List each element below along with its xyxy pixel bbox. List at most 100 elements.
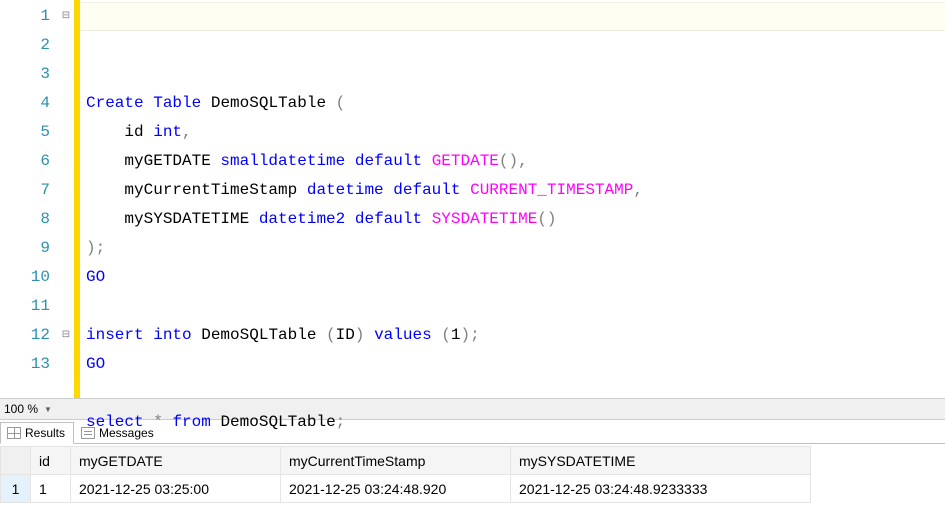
token-txt [144, 326, 154, 344]
token-kw: Create [86, 94, 144, 112]
token-gray: ( [336, 94, 346, 112]
token-kw: from [172, 413, 210, 431]
line-number: 3 [0, 60, 50, 89]
zoom-value[interactable]: 100 % [4, 402, 38, 416]
token-gray: ); [461, 326, 480, 344]
line-number: 2 [0, 31, 50, 60]
token-kw: GO [86, 355, 105, 373]
line-number: 6 [0, 147, 50, 176]
code-line[interactable]: insert into DemoSQLTable (ID) values (1)… [86, 321, 945, 350]
token-txt [345, 210, 355, 228]
token-txt: DemoSQLTable [192, 326, 326, 344]
zoom-dropdown-icon[interactable]: ▼ [44, 405, 52, 414]
code-line[interactable]: myCurrentTimeStamp datetime default CURR… [86, 176, 945, 205]
code-line[interactable]: GO [86, 350, 945, 379]
token-gray: ( [326, 326, 336, 344]
fold-gutter[interactable]: ⊟⊟ [58, 0, 74, 398]
line-number: 5 [0, 118, 50, 147]
token-gray: , [182, 123, 192, 141]
line-number: 11 [0, 292, 50, 321]
token-fn: GETDATE [432, 152, 499, 170]
token-gray: ); [86, 239, 105, 257]
code-line[interactable]: ); [86, 234, 945, 263]
code-content[interactable]: Create Table DemoSQLTable ( id int, myGE… [80, 0, 945, 398]
token-txt: myGETDATE [86, 152, 220, 170]
line-number: 8 [0, 205, 50, 234]
fold-spacer [58, 205, 74, 234]
token-kw: select [86, 413, 144, 431]
token-txt [163, 413, 173, 431]
token-txt [422, 152, 432, 170]
token-kw: smalldatetime [220, 152, 345, 170]
code-line[interactable]: select * from DemoSQLTable; [86, 408, 945, 437]
line-number: 7 [0, 176, 50, 205]
token-txt: ID [336, 326, 355, 344]
fold-spacer [58, 60, 74, 89]
code-line[interactable]: mySYSDATETIME datetime2 default SYSDATET… [86, 205, 945, 234]
token-fn: CURRENT_TIMESTAMP [470, 181, 633, 199]
token-kw: values [374, 326, 432, 344]
token-txt [460, 181, 470, 199]
current-line-highlight [80, 2, 945, 31]
token-txt [422, 210, 432, 228]
token-txt [384, 181, 394, 199]
code-line[interactable] [86, 292, 945, 321]
token-gray: ( [441, 326, 451, 344]
token-kw: int [153, 123, 182, 141]
token-kw: Table [153, 94, 201, 112]
token-gray: () [537, 210, 556, 228]
code-line[interactable] [86, 437, 945, 466]
code-lines: Create Table DemoSQLTable ( id int, myGE… [86, 89, 945, 466]
tab-results[interactable]: Results [0, 422, 74, 444]
token-kw: default [355, 210, 422, 228]
grid-icon [7, 427, 21, 439]
line-number: 9 [0, 234, 50, 263]
sql-editor[interactable]: 12345678910111213 ⊟⊟ Create Table DemoSQ… [0, 0, 945, 398]
token-txt: mySYSDATETIME [86, 210, 259, 228]
fold-toggle-icon[interactable]: ⊟ [58, 321, 74, 350]
token-kw: into [153, 326, 191, 344]
token-gray: * [153, 413, 163, 431]
token-txt: DemoSQLTable [211, 413, 336, 431]
fold-toggle-icon[interactable]: ⊟ [58, 2, 74, 31]
token-kw: default [393, 181, 460, 199]
token-txt: id [86, 123, 153, 141]
token-txt: DemoSQLTable [201, 94, 335, 112]
line-number: 13 [0, 350, 50, 379]
cell[interactable]: 1 [31, 475, 71, 503]
grid-corner[interactable] [1, 447, 31, 475]
line-number: 12 [0, 321, 50, 350]
code-line[interactable]: Create Table DemoSQLTable ( [86, 89, 945, 118]
token-kw: insert [86, 326, 144, 344]
token-txt [144, 413, 154, 431]
line-number: 10 [0, 263, 50, 292]
token-gray: (), [499, 152, 528, 170]
code-line[interactable]: id int, [86, 118, 945, 147]
code-line[interactable] [86, 379, 945, 408]
token-kw: GO [86, 268, 105, 286]
token-fn: SYSDATETIME [432, 210, 538, 228]
fold-spacer [58, 292, 74, 321]
line-number: 1 [0, 2, 50, 31]
code-line[interactable]: myGETDATE smalldatetime default GETDATE(… [86, 147, 945, 176]
fold-spacer [58, 234, 74, 263]
token-kw: datetime2 [259, 210, 345, 228]
row-number[interactable]: 1 [1, 475, 31, 503]
column-header[interactable]: id [31, 447, 71, 475]
code-line[interactable]: GO [86, 263, 945, 292]
token-txt [345, 152, 355, 170]
fold-spacer [58, 350, 74, 379]
token-txt [432, 326, 442, 344]
token-kw: datetime [307, 181, 384, 199]
token-txt: 1 [451, 326, 461, 344]
fold-spacer [58, 89, 74, 118]
token-txt: myCurrentTimeStamp [86, 181, 307, 199]
token-kw: default [355, 152, 422, 170]
line-number: 4 [0, 89, 50, 118]
token-txt [144, 94, 154, 112]
fold-spacer [58, 176, 74, 205]
fold-spacer [58, 147, 74, 176]
tab-results-label: Results [25, 426, 65, 440]
line-number-gutter: 12345678910111213 [0, 0, 58, 398]
fold-spacer [58, 263, 74, 292]
